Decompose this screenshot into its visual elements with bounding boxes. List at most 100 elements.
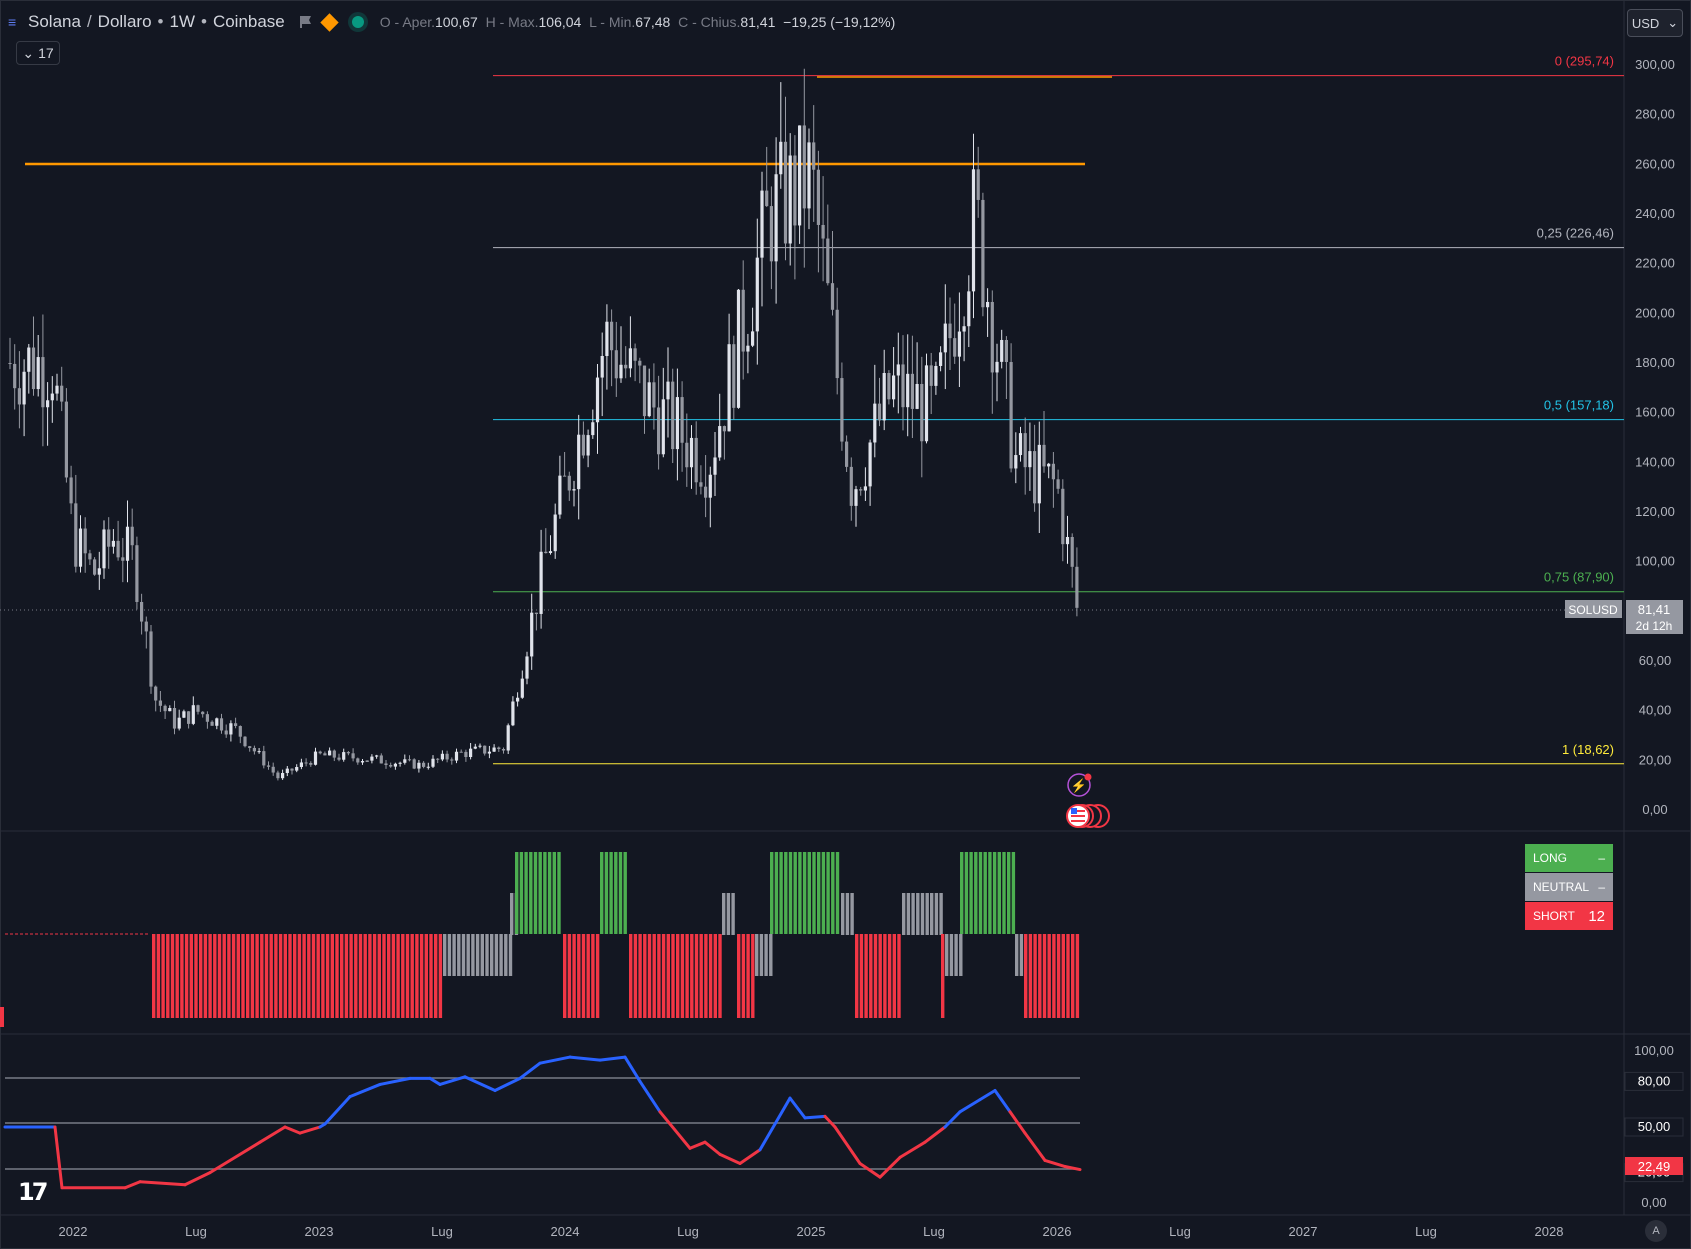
- candle-body: [647, 382, 651, 417]
- candle-body: [412, 759, 416, 769]
- candle-body: [31, 347, 36, 390]
- auto-scale-button[interactable]: A: [1645, 1220, 1667, 1242]
- signal-bar-neutral: [504, 934, 508, 976]
- candle-body: [605, 321, 609, 356]
- tradingview-logo-icon[interactable]: 17: [18, 1178, 48, 1206]
- candle-body: [422, 762, 426, 767]
- signal-bar-neutral: [443, 934, 447, 976]
- candle-body: [558, 475, 562, 515]
- candle-body: [760, 190, 764, 258]
- signal-bar-long: [978, 852, 983, 934]
- signal-bar-short: [340, 934, 344, 1018]
- time-axis[interactable]: 2022 Lug 2023 Lug 2024 Lug 2025 Lug 2026 Lug 2027 L…: [59, 1224, 1564, 1239]
- osc-segment: [833, 1125, 862, 1165]
- signal-bar-short: [1038, 934, 1042, 1018]
- signal-histogram[interactable]: [152, 852, 1080, 1018]
- candle-body: [229, 723, 233, 735]
- candle-body: [182, 711, 186, 718]
- candle-body: [205, 714, 209, 722]
- candle-body: [304, 762, 308, 764]
- symbol-header: ≡ Solana / Dollaro • 1W • Coinbase O - A…: [8, 8, 895, 36]
- candle-body: [765, 190, 769, 207]
- signal-bar-neutral: [466, 934, 470, 976]
- candle-body: [732, 344, 736, 408]
- quote-name[interactable]: Dollaro: [97, 12, 152, 31]
- flag-icon[interactable]: [299, 15, 311, 29]
- candle-body: [783, 141, 788, 244]
- signal-bar-short: [194, 934, 198, 1018]
- osc-segment: [1063, 1165, 1082, 1172]
- oscillator-line[interactable]: [3, 1055, 1082, 1190]
- signal-bar-short: [208, 934, 212, 1018]
- osc-segment: [1023, 1131, 1047, 1162]
- candle-body: [511, 701, 515, 726]
- menu-icon[interactable]: ≡: [8, 14, 17, 30]
- fib-level-label: 0,75 (87,90): [1544, 570, 1614, 585]
- candle-body: [666, 381, 670, 400]
- signal-bar-short: [260, 934, 264, 1018]
- candle-body: [779, 141, 783, 175]
- candle-body: [1009, 362, 1013, 469]
- signal-bar-short: [349, 934, 353, 1018]
- osc-tick: 50,00: [1638, 1119, 1671, 1134]
- price-tick: 300,00: [1635, 57, 1675, 72]
- candles[interactable]: [8, 68, 1079, 781]
- diamond-icon[interactable]: [320, 12, 339, 32]
- time-tick: 2026: [1043, 1224, 1072, 1239]
- time-tick: 2023: [305, 1224, 334, 1239]
- long-value: –: [1598, 851, 1605, 865]
- signal-bar-short: [1061, 934, 1065, 1018]
- candle-body: [962, 326, 966, 332]
- lightning-event-icon[interactable]: ⚡: [1067, 773, 1092, 797]
- candle-body: [252, 747, 256, 752]
- signal-bar-long: [831, 852, 835, 934]
- price-axis[interactable]: 300,00 280,00 260,00 240,00 220,00 200,00 180,…: [1635, 57, 1675, 817]
- candle-body: [266, 765, 271, 767]
- signal-bar-short: [184, 934, 189, 1018]
- header-dot: •: [200, 12, 207, 31]
- candle-body: [854, 489, 858, 506]
- osc-segment: [803, 1114, 827, 1120]
- osc-segment: [208, 1140, 262, 1175]
- market-status-dot[interactable]: [351, 16, 364, 28]
- candle-body: [1061, 488, 1065, 545]
- signal-bar-neutral: [920, 893, 925, 935]
- candle-body: [55, 385, 59, 394]
- signal-bar-long: [997, 852, 1001, 934]
- candle-body: [563, 475, 567, 477]
- candle-body: [788, 155, 792, 244]
- osc-segment: [923, 1125, 947, 1144]
- fibonacci-retracement[interactable]: 0 (295,74) 0,25 (226,46) 0,5 (157,18) 0,75 …: [493, 54, 1624, 765]
- signal-bar-short: [368, 934, 372, 1018]
- signal-bar-short: [213, 934, 217, 1018]
- open-value: 100,67: [435, 14, 478, 30]
- candle-body: [661, 399, 665, 455]
- exchange[interactable]: Coinbase: [212, 12, 285, 31]
- candle-body: [751, 331, 755, 346]
- us-flag-events-icon[interactable]: [1066, 804, 1110, 828]
- signal-bar-short: [746, 934, 750, 1018]
- osc-segment: [898, 1140, 927, 1159]
- candle-body: [863, 486, 867, 491]
- candle-body: [342, 752, 346, 760]
- interval[interactable]: 1W: [169, 12, 195, 31]
- signal-bar-short: [321, 934, 325, 1018]
- currency-select[interactable]: USD ⌄: [1627, 9, 1683, 37]
- signal-bar-short: [316, 934, 320, 1018]
- candle-body: [1070, 536, 1074, 567]
- candle-body: [332, 750, 336, 758]
- symbol-name[interactable]: Solana: [28, 12, 81, 31]
- time-tick: 2025: [797, 1224, 826, 1239]
- signal-bar-short: [246, 934, 250, 1018]
- signal-bar-short: [429, 934, 433, 1018]
- collapse-indicators-button[interactable]: ⌄ 17: [16, 41, 60, 65]
- candle-body: [807, 142, 811, 209]
- signal-bar-long: [992, 852, 997, 934]
- signal-bar-long: [798, 852, 802, 934]
- chevron-down-icon: ⌄: [22, 44, 35, 61]
- signal-bar-short: [391, 934, 396, 1018]
- candle-body: [27, 347, 31, 372]
- candle-body: [1037, 444, 1041, 504]
